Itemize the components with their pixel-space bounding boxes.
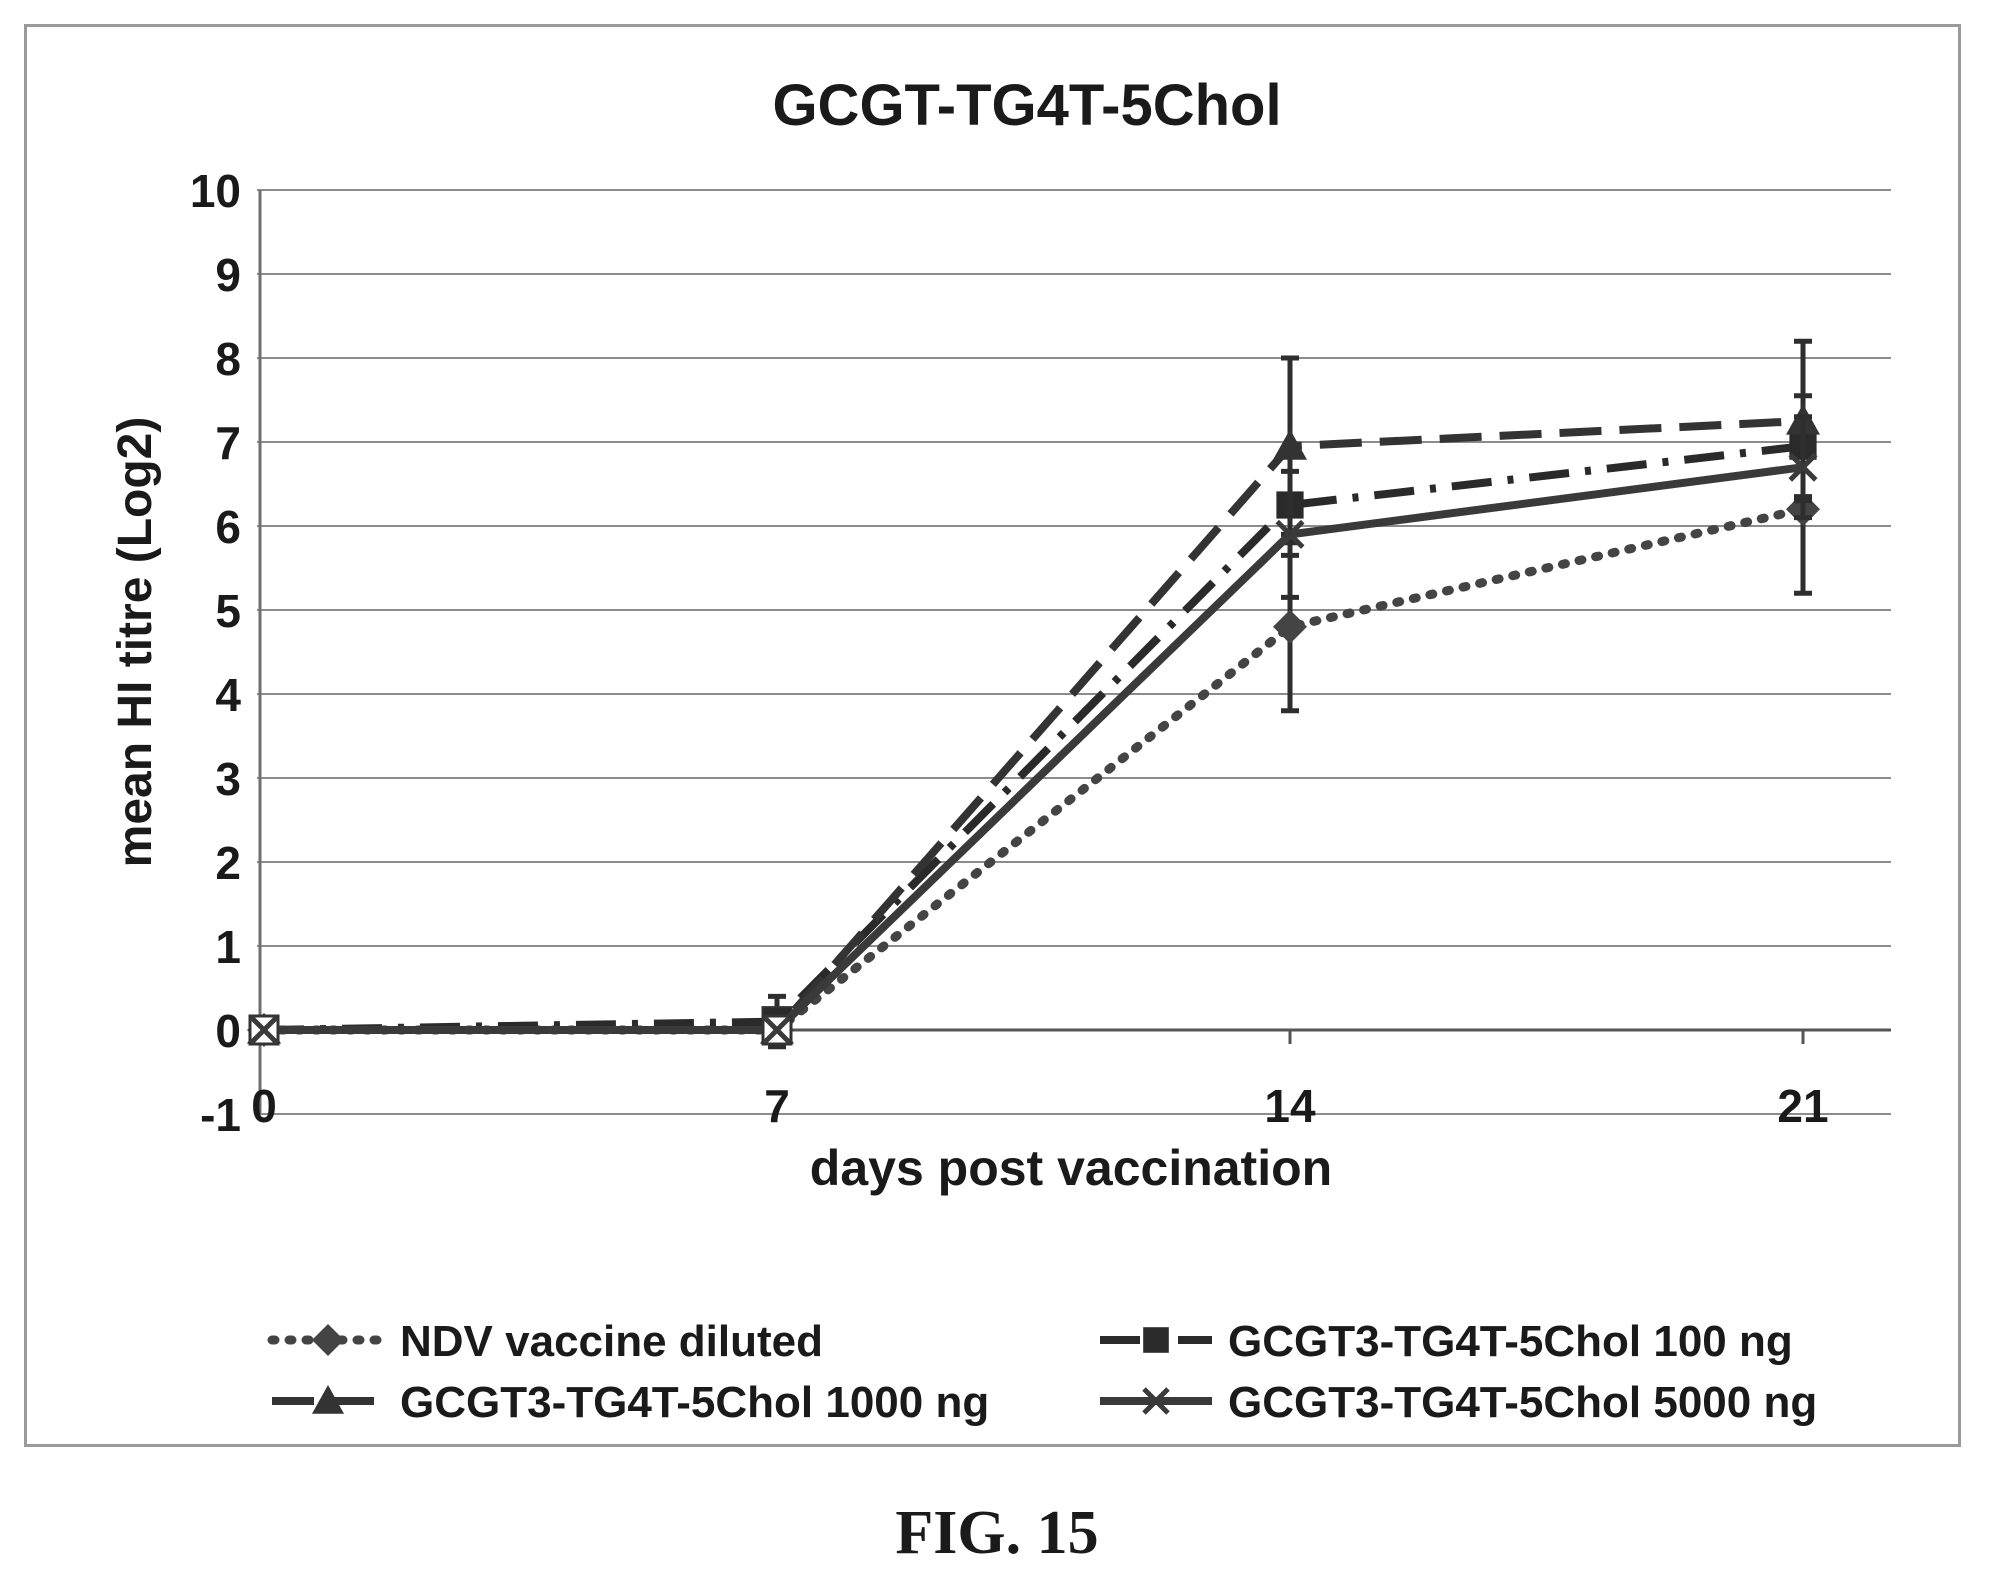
x-marker: [1788, 452, 1818, 482]
legend-label: GCGT3-TG4T-5Chol 5000 ng: [1228, 1378, 1817, 1427]
x-marker-stroke: [1788, 452, 1818, 482]
y-tick-label: 10: [190, 165, 241, 217]
legend-item-4: GCGT3-TG4T-5Chol 5000 ng: [1100, 1378, 1817, 1427]
y-tick-label: 6: [215, 501, 241, 553]
axes: [257, 190, 1891, 1114]
legend-item-1: NDV vaccine diluted: [267, 1317, 823, 1366]
y-tick-label: -1: [200, 1089, 241, 1141]
legend-label: GCGT3-TG4T-5Chol 100 ng: [1228, 1317, 1793, 1366]
x-marker: [1275, 519, 1305, 549]
x-marker: [762, 1015, 792, 1045]
triangle-marker: [1273, 429, 1307, 460]
x-tick-label: 14: [1264, 1080, 1316, 1132]
y-tick-label: 3: [215, 753, 241, 805]
legend-item-3: GCGT3-TG4T-5Chol 1000 ng: [272, 1378, 989, 1427]
x-marker: [1142, 1387, 1170, 1415]
x-axis-label: days post vaccination: [810, 1140, 1332, 1196]
y-tick-label: 0: [215, 1005, 241, 1057]
diamond-marker: [312, 1324, 344, 1356]
x-tick-label: 0: [251, 1080, 277, 1132]
y-tick-label: 7: [215, 417, 241, 469]
legend: NDV vaccine diluted GCGT3-TG4T-5Chol 100 …: [267, 1317, 1817, 1427]
x-marker-stroke: [1142, 1387, 1170, 1415]
figure-caption: FIG. 15: [895, 1499, 1099, 1567]
y-tick-label: 5: [215, 585, 241, 637]
x-marker: [249, 1015, 279, 1045]
y-tick-label: 4: [215, 669, 241, 721]
y-axis-label: mean HI titre (Log2): [109, 417, 162, 868]
x-tick-label: 21: [1777, 1080, 1828, 1132]
chart-title: GCGT-TG4T-5Chol: [772, 73, 1281, 138]
x-tick-labels: 0 7 14 21: [251, 1080, 1828, 1132]
y-tick-label: 2: [215, 837, 241, 889]
series-line: [263, 442, 1804, 1034]
series-line: [259, 504, 1808, 1035]
series-4: [248, 414, 1818, 1046]
square-marker: [1143, 1327, 1169, 1353]
chart-frame: GCGT-TG4T-5Chol -1 0 1 2 3 4 5 6 7 8 9 10 0 7 14 21 da…: [24, 24, 1961, 1447]
legend-label: NDV vaccine diluted: [400, 1317, 823, 1366]
y-tick-label: 9: [215, 249, 241, 301]
triangle-marker: [312, 1385, 344, 1414]
x-tick-label: 7: [764, 1080, 790, 1132]
series-line: [264, 463, 1804, 1034]
series-3: [247, 338, 1820, 1046]
gridlines: [257, 189, 1891, 1115]
x-marker-stroke: [1275, 519, 1305, 549]
series-layer: [247, 338, 1820, 1050]
x-marker-stroke: [249, 1015, 279, 1045]
legend-label: GCGT3-TG4T-5Chol 1000 ng: [400, 1378, 989, 1427]
y-tick-label: 8: [215, 333, 241, 385]
x-marker-stroke: [762, 1015, 792, 1045]
legend-item-2: GCGT3-TG4T-5Chol 100 ng: [1100, 1317, 1793, 1366]
series-line: [264, 417, 1804, 1034]
y-tick-labels: -1 0 1 2 3 4 5 6 7 8 9 10: [190, 165, 242, 1141]
diamond-marker: [1273, 609, 1307, 644]
y-tick-label: 1: [215, 921, 241, 973]
